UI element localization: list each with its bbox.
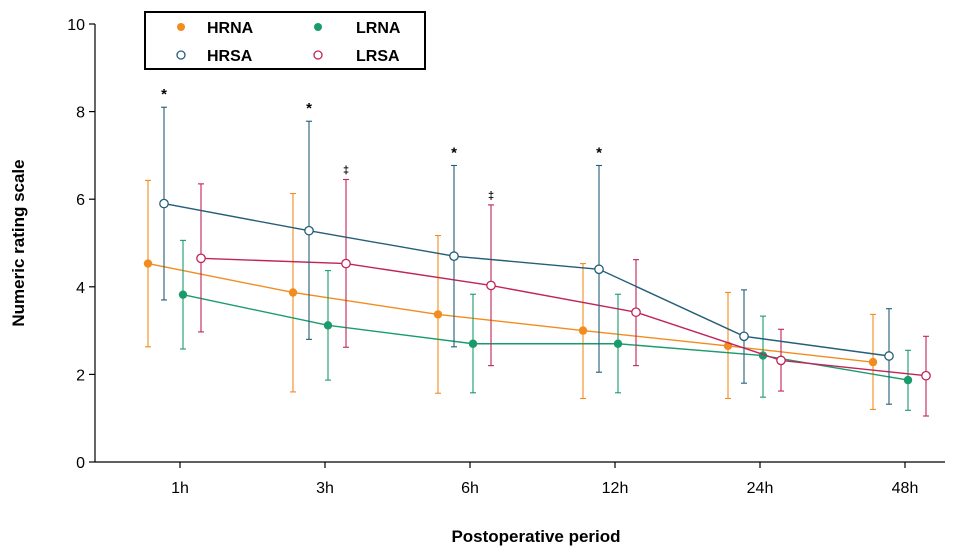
series-line-lrsa [200, 257, 927, 377]
x-tick-label: 48h [892, 480, 919, 497]
data-point-lrna [903, 375, 913, 385]
data-point-hrsa [594, 264, 604, 275]
y-tick-label: 10 [67, 17, 85, 34]
series-lrna [178, 239, 913, 411]
data-point-lrna [468, 339, 478, 348]
y-tick-label: 4 [76, 280, 85, 297]
y-tick-label: 6 [76, 192, 85, 209]
significance-star-marker: * [451, 144, 457, 161]
series-lrsa [196, 178, 931, 417]
series-hrna [143, 179, 878, 410]
legend-label-lrsa: LRSA [356, 48, 400, 65]
axes: 0 2 4 6 8 10 1h 3h 6h 12h 24h 48h [67, 17, 945, 497]
x-tick-label: 6h [461, 480, 479, 497]
data-point-lrsa [196, 253, 206, 264]
data-point-lrna [178, 290, 188, 299]
significance-star-marker: * [161, 86, 167, 103]
data-point-lrsa [486, 280, 496, 291]
x-tick-label: 24h [747, 480, 774, 497]
legend-marker-lrsa [313, 50, 323, 60]
x-tick-label: 1h [171, 480, 189, 497]
legend: HRNA LRNA HRSA LRSA [144, 11, 426, 70]
data-point-lrsa [776, 355, 786, 366]
data-point-lrna [613, 339, 623, 348]
x-axis-title: Postoperative period [451, 527, 620, 546]
legend-marker-hrna [177, 23, 185, 31]
plot-area [143, 106, 931, 417]
series-line-lrna [182, 293, 909, 381]
y-tick-label: 0 [76, 455, 85, 472]
data-point-hrsa [304, 225, 314, 236]
y-tick-label: 8 [76, 105, 85, 122]
legend-label-lrna: LRNA [356, 20, 401, 37]
data-point-hrna [868, 357, 878, 367]
legend-marker-hrsa [176, 50, 186, 60]
data-point-lrsa [921, 370, 931, 381]
data-point-hrna [433, 310, 443, 319]
significance-dagger-marker: ‡ [343, 164, 349, 176]
legend-label-hrna: HRNA [207, 20, 254, 37]
data-point-lrna [323, 321, 333, 330]
data-point-hrsa [449, 251, 459, 261]
data-point-lrsa [341, 258, 351, 269]
annotations: * * ‡ * ‡ * [161, 86, 602, 202]
x-tick-label: 3h [316, 480, 334, 497]
x-tick-label: 12h [602, 480, 629, 497]
y-axis-title: Numeric rating scale [9, 159, 28, 326]
data-point-hrsa [884, 351, 894, 361]
data-point-hrna [143, 259, 153, 268]
legend-box [144, 11, 426, 70]
legend-label-hrsa: HRSA [207, 48, 253, 65]
data-point-lrsa [631, 307, 641, 318]
legend-marker-lrna [314, 23, 322, 31]
data-point-hrsa [159, 198, 169, 209]
significance-star-marker: * [306, 100, 312, 117]
y-tick-label: 2 [76, 367, 85, 384]
data-point-hrsa [739, 331, 749, 342]
data-point-hrna [578, 326, 588, 335]
series-line-hrsa [163, 202, 890, 357]
data-point-hrna [288, 288, 298, 297]
significance-dagger-marker: ‡ [488, 190, 494, 202]
series-hrsa [159, 106, 894, 405]
series-line-hrna [147, 262, 874, 363]
significance-star-marker: * [596, 144, 602, 161]
